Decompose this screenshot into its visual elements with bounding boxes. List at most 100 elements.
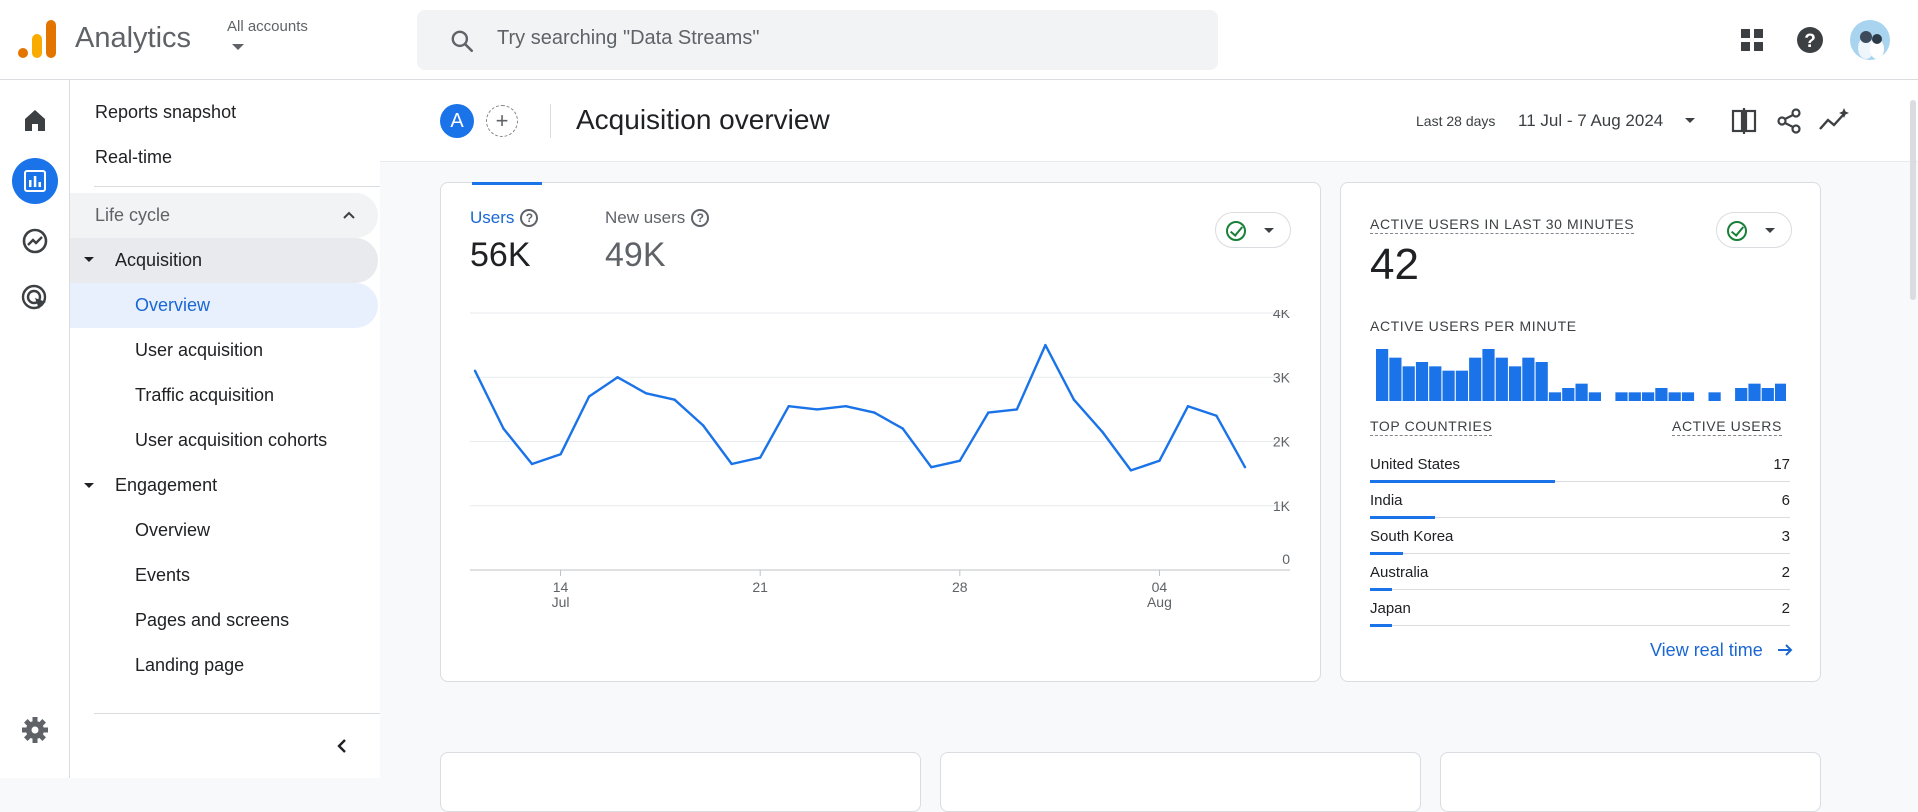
- insights-icon[interactable]: [1817, 105, 1851, 137]
- nav-engagement[interactable]: Engagement: [115, 475, 218, 495]
- country-value: 2: [1781, 600, 1790, 617]
- minute-bar: [1655, 388, 1668, 401]
- add-comparison-button[interactable]: +: [486, 105, 518, 137]
- help-icon[interactable]: ?: [1792, 22, 1828, 58]
- chevron-up-icon[interactable]: [340, 206, 358, 224]
- y-tick-label: 2K: [1273, 434, 1291, 450]
- analytics-logo-icon[interactable]: [18, 20, 56, 60]
- scrollbar[interactable]: [1910, 100, 1916, 300]
- new-users-value: 49K: [605, 236, 666, 274]
- reports-nav-panel: Reports snapshot Real-time Life cycle Ac…: [70, 80, 380, 778]
- caret-down-icon[interactable]: [84, 257, 94, 262]
- minute-bar: [1748, 383, 1761, 401]
- minute-bar: [1376, 349, 1389, 401]
- caret-down-icon: [1264, 228, 1274, 233]
- users-series-line: [473, 343, 1247, 472]
- bottom-card: [940, 752, 1421, 812]
- avatar[interactable]: [1850, 20, 1890, 60]
- nav-landing-page[interactable]: Landing page: [135, 655, 245, 675]
- nav-section-lifecycle[interactable]: [70, 193, 378, 238]
- home-icon[interactable]: [17, 102, 53, 138]
- date-range-value[interactable]: 11 Jul - 7 Aug 2024: [1518, 111, 1664, 130]
- nav-lifecycle-label[interactable]: Life cycle: [95, 205, 171, 225]
- nav-acq-overview[interactable]: Overview: [135, 295, 211, 315]
- share-icon[interactable]: [1773, 105, 1805, 137]
- collapse-chevron-icon[interactable]: [332, 736, 352, 756]
- realtime-status-dropdown[interactable]: [1716, 212, 1792, 248]
- minute-bar: [1509, 366, 1522, 401]
- country-value: 2: [1781, 564, 1790, 581]
- metric-tab-new-users[interactable]: New users?: [605, 208, 710, 228]
- help-icon[interactable]: ?: [691, 209, 710, 227]
- advertising-icon[interactable]: [17, 280, 53, 316]
- caret-down-icon[interactable]: [1685, 118, 1695, 123]
- data-point: [873, 411, 876, 414]
- date-range-label[interactable]: Last 28 days: [1416, 113, 1496, 129]
- page-header: [380, 80, 1918, 162]
- data-point: [1044, 343, 1047, 347]
- nav-user-acq-cohorts[interactable]: User acquisition cohorts: [135, 430, 328, 450]
- data-point: [616, 376, 619, 379]
- minute-bar: [1455, 370, 1468, 401]
- data-point: [730, 462, 733, 466]
- x-tick-label: 21: [752, 579, 768, 595]
- data-point: [587, 395, 591, 398]
- help-icon[interactable]: ?: [520, 209, 539, 227]
- data-point: [473, 369, 477, 373]
- nav-events[interactable]: Events: [135, 565, 191, 585]
- nav-traffic-acquisition[interactable]: Traffic acquisition: [135, 385, 275, 405]
- users-value: 56K: [470, 236, 531, 274]
- nav-user-acquisition[interactable]: User acquisition: [135, 340, 264, 360]
- nav-acquisition[interactable]: Acquisition: [115, 250, 203, 270]
- country-value: 17: [1773, 456, 1790, 473]
- per-minute-label: ACTIVE USERS PER MINUTE: [1370, 318, 1577, 334]
- nav-eng-overview[interactable]: Overview: [135, 520, 211, 540]
- compare-icon[interactable]: [1728, 105, 1760, 137]
- minute-bar: [1415, 362, 1429, 401]
- nav-divider: [94, 186, 380, 187]
- nav-pages-screens[interactable]: Pages and screens: [135, 610, 290, 630]
- data-point: [816, 408, 819, 411]
- search-bar[interactable]: Try searching "Data Streams": [417, 10, 1218, 70]
- apps-grid-icon[interactable]: [1734, 22, 1770, 58]
- minute-bar: [1642, 392, 1655, 401]
- data-point: [1158, 459, 1161, 462]
- nav-reports-snapshot[interactable]: Reports snapshot: [95, 102, 237, 122]
- metric-tab-users[interactable]: Users?: [470, 208, 539, 228]
- minute-bar: [1535, 362, 1548, 401]
- minute-bar: [1735, 388, 1748, 401]
- nav-realtime[interactable]: Real-time: [95, 147, 173, 167]
- reports-icon[interactable]: [17, 163, 53, 199]
- data-point: [644, 392, 648, 395]
- explore-icon[interactable]: [17, 223, 53, 259]
- minute-bar: [1482, 349, 1495, 401]
- x-tick-label: Jul: [552, 594, 570, 610]
- minute-bar: [1615, 392, 1628, 401]
- country-name: South Korea: [1370, 528, 1454, 545]
- country-name: United States: [1370, 456, 1461, 473]
- minute-bar: [1575, 383, 1588, 401]
- data-point: [987, 411, 990, 414]
- data-point: [530, 462, 534, 466]
- caret-down-icon[interactable]: [232, 44, 244, 50]
- view-realtime-link[interactable]: View real time: [1650, 640, 1794, 661]
- country-name: Australia: [1370, 564, 1429, 581]
- minute-bar: [1562, 388, 1575, 401]
- top-bar: Analytics All accounts Try searching "Da…: [0, 0, 1918, 80]
- comparison-badge[interactable]: A: [440, 104, 474, 138]
- minute-bar: [1628, 392, 1641, 401]
- left-rail: [0, 80, 70, 778]
- nav-acq-overview-row[interactable]: [70, 283, 378, 328]
- search-input[interactable]: Try searching "Data Streams": [497, 27, 760, 49]
- country-value: 3: [1781, 528, 1790, 545]
- card-status-dropdown[interactable]: [1215, 212, 1291, 248]
- realtime-card: [1340, 182, 1821, 682]
- nav-acquisition-row[interactable]: [70, 238, 378, 283]
- x-tick-label: Aug: [1147, 594, 1172, 610]
- search-icon: [451, 30, 474, 53]
- settings-icon[interactable]: [17, 712, 53, 748]
- page-title: Acquisition overview: [576, 104, 830, 135]
- caret-down-icon[interactable]: [84, 483, 94, 488]
- account-selector-label[interactable]: All accounts: [227, 18, 308, 35]
